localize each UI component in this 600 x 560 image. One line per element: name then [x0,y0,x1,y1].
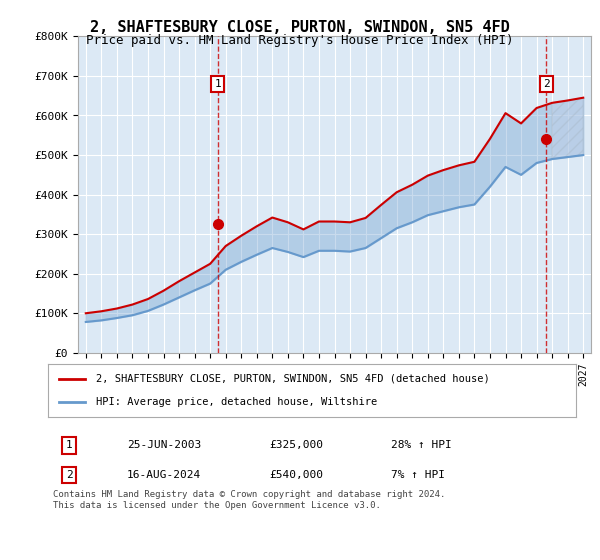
Text: 25-JUN-2003: 25-JUN-2003 [127,440,202,450]
Text: 28% ↑ HPI: 28% ↑ HPI [391,440,452,450]
Text: 1: 1 [214,79,221,89]
Text: 2, SHAFTESBURY CLOSE, PURTON, SWINDON, SN5 4FD (detached house): 2, SHAFTESBURY CLOSE, PURTON, SWINDON, S… [95,374,489,384]
Text: £325,000: £325,000 [270,440,324,450]
Text: 1: 1 [66,440,73,450]
Text: 2: 2 [66,470,73,480]
Text: 7% ↑ HPI: 7% ↑ HPI [391,470,445,480]
Text: 2: 2 [543,79,550,89]
Text: HPI: Average price, detached house, Wiltshire: HPI: Average price, detached house, Wilt… [95,397,377,407]
Text: 2, SHAFTESBURY CLOSE, PURTON, SWINDON, SN5 4FD: 2, SHAFTESBURY CLOSE, PURTON, SWINDON, S… [90,20,510,35]
Text: 16-AUG-2024: 16-AUG-2024 [127,470,202,480]
Text: Price paid vs. HM Land Registry's House Price Index (HPI): Price paid vs. HM Land Registry's House … [86,34,514,46]
Text: £540,000: £540,000 [270,470,324,480]
Text: Contains HM Land Registry data © Crown copyright and database right 2024.
This d: Contains HM Land Registry data © Crown c… [53,491,446,510]
